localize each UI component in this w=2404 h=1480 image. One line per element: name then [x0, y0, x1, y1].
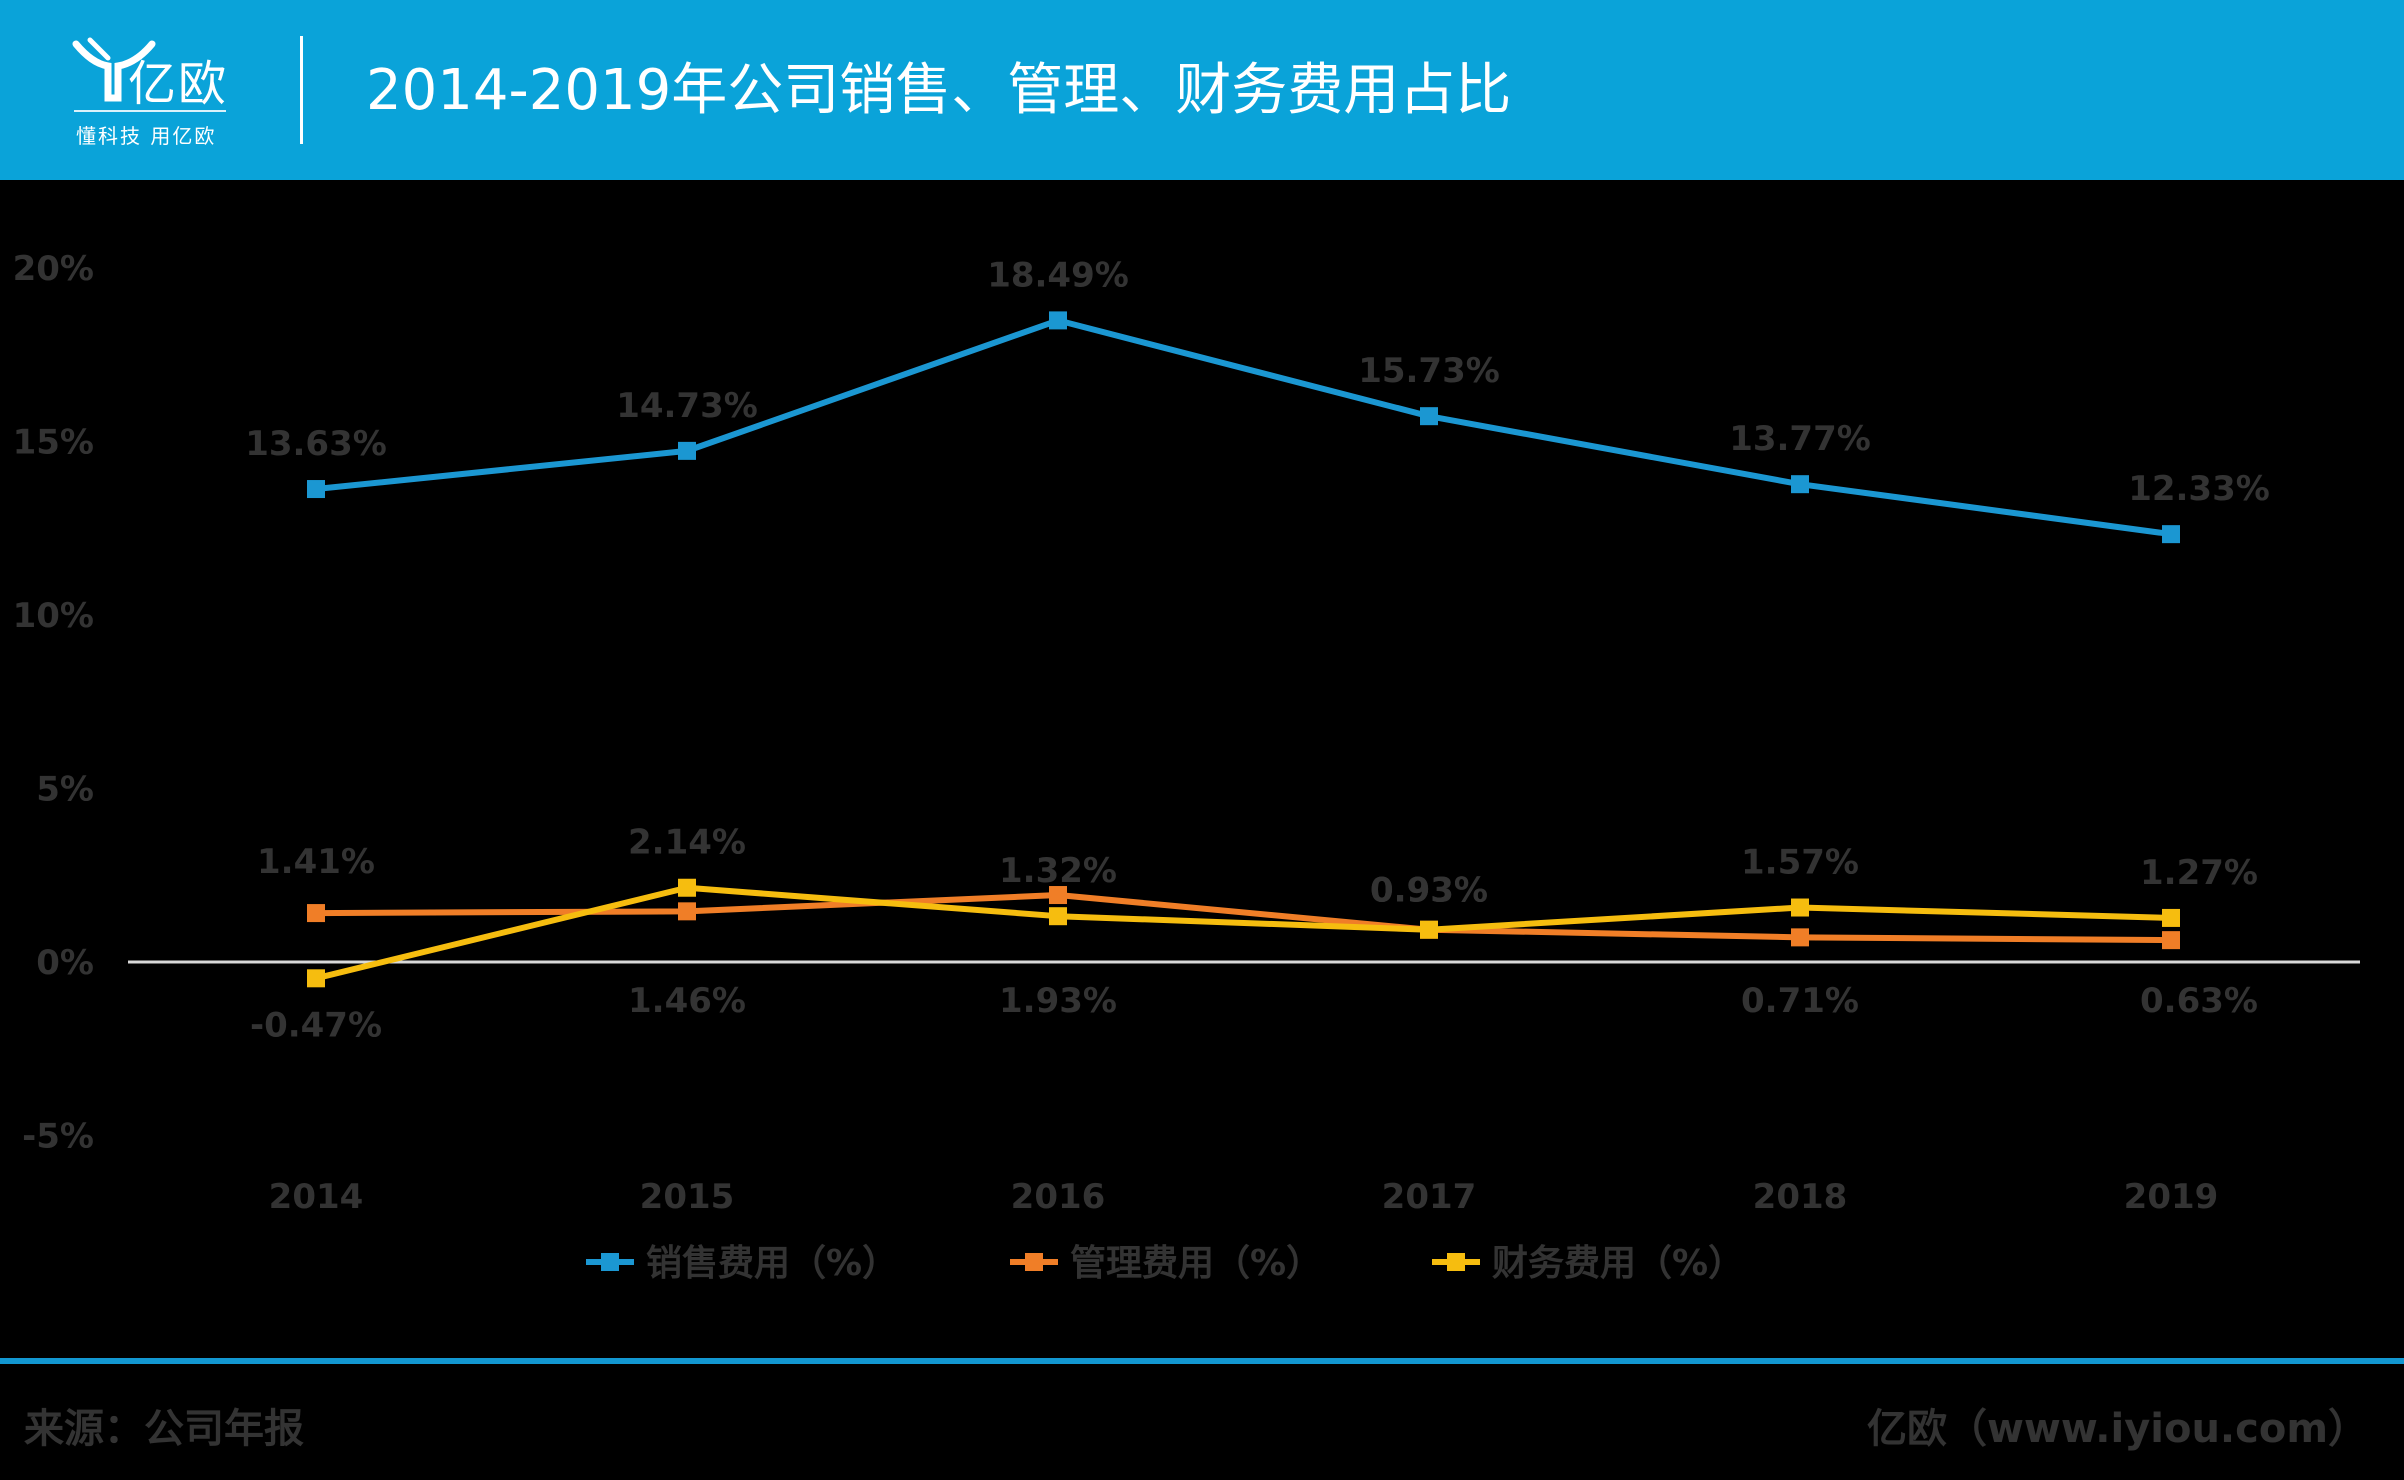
data-point [1049, 907, 1067, 925]
brand-name: 亿欧 [128, 44, 228, 114]
x-tick-label: 2019 [2124, 1177, 2219, 1217]
legend-label: 销售费用（%） [646, 1243, 898, 1284]
data-point [2162, 931, 2180, 949]
data-point [678, 442, 696, 460]
data-point [678, 879, 696, 897]
data-point [307, 480, 325, 498]
y-tick-label: 10% [13, 596, 94, 636]
data-point [1791, 928, 1809, 946]
data-label: 18.49% [987, 255, 1129, 295]
data-point [307, 904, 325, 922]
data-label: 0.63% [2140, 981, 2258, 1021]
legend-swatch-marker [1447, 1253, 1465, 1271]
data-label: 2.14% [628, 823, 746, 863]
legend-swatch-marker [1025, 1253, 1043, 1271]
data-label: -0.47% [250, 1005, 382, 1045]
data-label: 15.73% [1358, 351, 1500, 391]
series-line [316, 888, 2171, 979]
legend-item: 销售费用（%） [586, 1243, 898, 1284]
source-note: 来源：公司年报 [24, 1396, 304, 1454]
site-credit: 亿欧（www.iyiou.com） [1867, 1396, 2368, 1454]
brand-slogan: 懂科技 用亿欧 [76, 120, 216, 149]
data-label: 12.33% [2128, 469, 2270, 509]
data-label: 1.57% [1741, 843, 1859, 883]
data-label: 13.63% [245, 424, 387, 464]
data-label: 1.32% [999, 851, 1117, 891]
legend-label: 管理费用（%） [1070, 1243, 1322, 1284]
legend-item: 财务费用（%） [1432, 1243, 1744, 1284]
data-point [2162, 909, 2180, 927]
data-point [678, 902, 696, 920]
data-point [1791, 899, 1809, 917]
data-point [1420, 921, 1438, 939]
x-tick-label: 2018 [1753, 1177, 1848, 1217]
data-label: 1.46% [628, 981, 746, 1021]
data-point [1049, 311, 1067, 329]
y-tick-label: 0% [36, 943, 94, 983]
x-tick-label: 2017 [1382, 1177, 1477, 1217]
legend-label: 财务费用（%） [1492, 1243, 1744, 1284]
data-point [307, 969, 325, 987]
data-point [1791, 475, 1809, 493]
data-label: 1.41% [257, 842, 375, 882]
y-tick-label: 20% [13, 249, 94, 289]
header-divider [300, 36, 303, 144]
data-label: 0.71% [1741, 981, 1859, 1021]
data-label: 0.93% [1370, 871, 1488, 911]
y-tick-label: -5% [22, 1117, 94, 1157]
series-line [316, 320, 2171, 534]
header-bar: 亿欧 懂科技 用亿欧 2014-2019年公司销售、管理、财务费用占比 [0, 0, 2404, 180]
data-label: 1.93% [999, 981, 1117, 1021]
data-point [2162, 525, 2180, 543]
data-label: 14.73% [616, 386, 758, 426]
y-tick-label: 5% [36, 770, 94, 810]
series-line [316, 895, 2171, 940]
y-tick-label: 15% [13, 423, 94, 463]
data-label: 1.27% [2140, 853, 2258, 893]
brand-divider [74, 110, 226, 112]
data-label: 13.77% [1729, 419, 1871, 459]
x-tick-label: 2016 [1011, 1177, 1106, 1217]
legend-swatch-marker [601, 1253, 619, 1271]
x-tick-label: 2014 [269, 1177, 364, 1217]
data-point [1420, 407, 1438, 425]
x-tick-label: 2015 [640, 1177, 735, 1217]
footer-divider [0, 1358, 2404, 1364]
chart-title: 2014-2019年公司销售、管理、财务费用占比 [366, 56, 1511, 126]
legend-item: 管理费用（%） [1010, 1243, 1322, 1284]
line-chart: 20% 15% 10% 5% 0% -5% 2014 2015 2016 2017 2018 2019… [0, 180, 2404, 1350]
